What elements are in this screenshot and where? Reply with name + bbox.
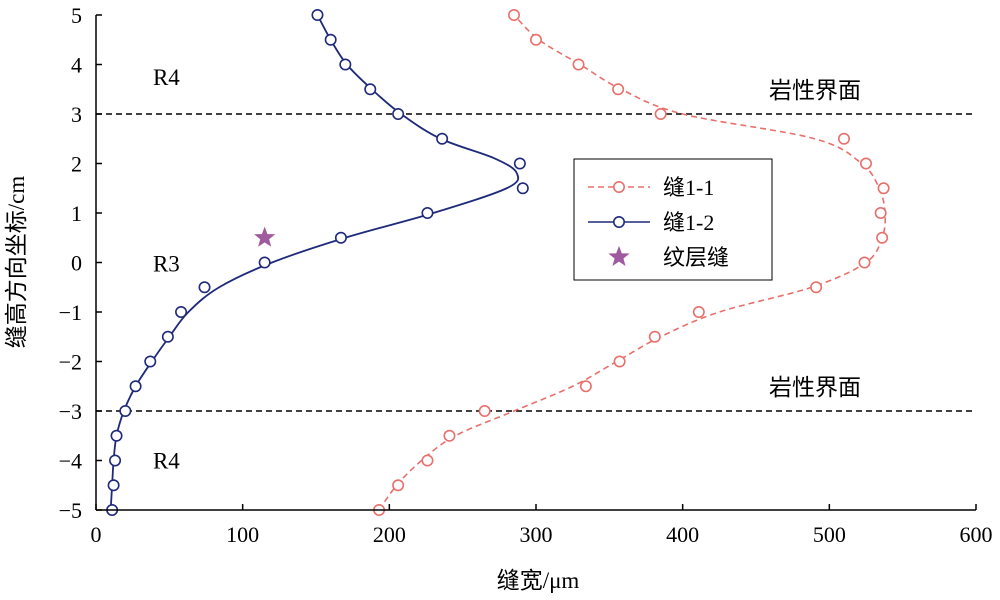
region-label: R4 bbox=[153, 65, 180, 90]
data-point bbox=[478, 404, 491, 417]
data-point bbox=[810, 281, 823, 294]
data-point bbox=[110, 429, 123, 442]
data-point bbox=[692, 305, 705, 318]
legend-label: 缝1-1 bbox=[663, 175, 714, 200]
data-point bbox=[529, 33, 542, 46]
x-axis-title: 缝宽/μm bbox=[497, 568, 580, 593]
y-tick-label: −2 bbox=[59, 350, 82, 375]
legend-marker bbox=[612, 216, 625, 229]
boundary-label: 岩性界面 bbox=[769, 78, 861, 103]
y-tick-label: 5 bbox=[71, 3, 82, 28]
y-tick-label: −4 bbox=[59, 449, 82, 474]
axis-ticks: 0 100 200 300 400 500 600 −5 −4 −3 −2 −1 0 1 2 3 4 5 bbox=[59, 3, 993, 547]
data-point bbox=[859, 157, 872, 170]
y-tick-label: −3 bbox=[59, 399, 82, 424]
legend-marker bbox=[612, 181, 625, 194]
data-point bbox=[648, 330, 661, 343]
y-tick-label: −1 bbox=[59, 300, 82, 325]
data-point bbox=[513, 157, 526, 170]
data-point bbox=[129, 380, 142, 393]
x-tick-label: 500 bbox=[813, 522, 846, 547]
data-point bbox=[198, 281, 211, 294]
data-point bbox=[507, 9, 520, 21]
y-tick-label: 2 bbox=[71, 152, 82, 177]
x-tick-label: 200 bbox=[373, 522, 406, 547]
data-point bbox=[436, 132, 449, 145]
x-tick-label: 300 bbox=[520, 522, 553, 547]
region-label: R3 bbox=[153, 251, 180, 276]
y-axis-title: 缝高方向坐标/cm bbox=[4, 176, 29, 349]
data-point bbox=[339, 58, 352, 71]
data-point bbox=[612, 83, 625, 96]
series-markers bbox=[106, 9, 890, 516]
data-point bbox=[109, 454, 122, 467]
y-tick-label: 1 bbox=[71, 201, 82, 226]
boundary-label: 岩性界面 bbox=[769, 375, 861, 400]
data-point bbox=[874, 207, 887, 220]
data-point bbox=[613, 355, 626, 368]
y-tick-label: −5 bbox=[59, 498, 82, 523]
x-tick-label: 400 bbox=[666, 522, 699, 547]
data-point bbox=[421, 454, 434, 467]
data-point bbox=[877, 182, 890, 195]
y-tick-label: 0 bbox=[71, 251, 82, 276]
legend-star-marker bbox=[608, 245, 630, 267]
y-tick-label: 4 bbox=[71, 53, 82, 78]
data-point bbox=[572, 58, 585, 71]
data-point bbox=[324, 33, 337, 46]
y-tick-label: 3 bbox=[71, 102, 82, 127]
region-label: R4 bbox=[153, 449, 180, 474]
data-point bbox=[516, 182, 529, 195]
data-point bbox=[161, 330, 174, 343]
data-point bbox=[175, 305, 188, 318]
data-point bbox=[144, 355, 157, 368]
x-tick-label: 100 bbox=[226, 522, 259, 547]
data-point bbox=[334, 231, 347, 244]
x-tick-label: 600 bbox=[960, 522, 993, 547]
data-point bbox=[837, 132, 850, 145]
series-line bbox=[378, 14, 887, 511]
series-curves bbox=[109, 14, 887, 511]
star-marker bbox=[254, 226, 276, 247]
data-point bbox=[443, 429, 456, 442]
legend-box bbox=[573, 158, 773, 281]
data-point bbox=[119, 404, 132, 417]
legend-label: 纹层缝 bbox=[663, 245, 729, 270]
data-point bbox=[654, 108, 667, 121]
data-point bbox=[876, 231, 889, 244]
series-line bbox=[109, 14, 520, 511]
boundary-lines bbox=[96, 113, 976, 412]
legend: 缝1-1 缝1-2 纹层缝 bbox=[573, 158, 773, 281]
data-point bbox=[107, 479, 120, 492]
data-point bbox=[421, 207, 434, 220]
x-tick-label: 0 bbox=[91, 522, 102, 547]
data-point bbox=[311, 9, 324, 21]
data-point bbox=[858, 256, 871, 269]
data-point bbox=[579, 380, 592, 393]
legend-label: 缝1-2 bbox=[663, 210, 714, 235]
data-point bbox=[258, 256, 271, 269]
legend-entries: 缝1-1 缝1-2 纹层缝 bbox=[588, 175, 729, 270]
data-point bbox=[392, 479, 405, 492]
data-point bbox=[364, 83, 377, 96]
data-point bbox=[392, 108, 405, 121]
